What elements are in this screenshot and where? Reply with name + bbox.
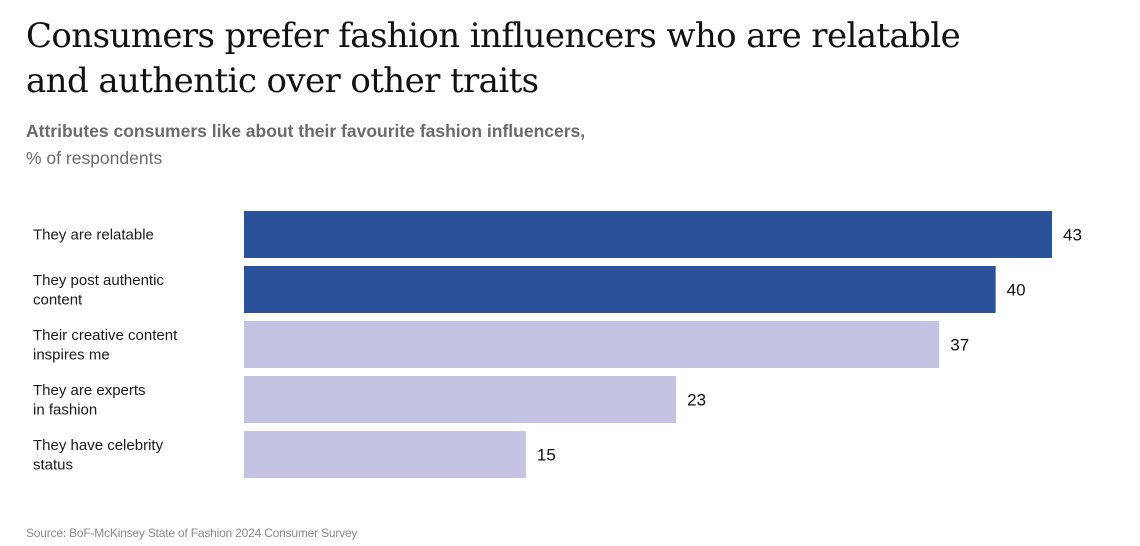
category-label-line: in fashion: [33, 401, 97, 418]
bar: [244, 266, 996, 313]
bar-value-label: 15: [537, 446, 556, 465]
category-label: They are relatable: [33, 227, 154, 244]
category-label: They post authentic content: [33, 272, 164, 309]
category-label-line: They have celebrity: [33, 437, 164, 454]
bar-value-label: 23: [687, 391, 706, 410]
chart-title: Consumers prefer fashion influencers who…: [26, 16, 961, 101]
bar-value-label: 37: [950, 336, 969, 355]
bar-value-label: 43: [1063, 226, 1082, 245]
bar: [244, 431, 526, 478]
category-label-line: They are experts: [33, 382, 146, 399]
subtitle-unit: % of respondents: [26, 148, 163, 168]
category-label-line: content: [33, 291, 83, 308]
category-label-line: inspires me: [33, 346, 110, 363]
subtitle-description: Attributes consumers like about their fa…: [26, 121, 586, 141]
category-label-line: Their creative content: [33, 327, 178, 344]
category-label-line: status: [33, 456, 73, 473]
bar: [244, 376, 677, 423]
bar: [244, 321, 940, 368]
bar-chart: They are relatable 43 They post authentic c…: [33, 211, 1082, 478]
category-label: They are experts in fashion: [33, 382, 146, 419]
chart-subtitle: Attributes consumers like about their fa…: [26, 118, 926, 172]
source-note: Source: BoF-McKinsey State of Fashion 20…: [26, 526, 358, 540]
category-label-line: They are relatable: [33, 227, 154, 244]
category-label: Their creative content inspires me: [33, 327, 178, 364]
bar-value-label: 40: [1007, 281, 1026, 300]
category-label-line: They post authentic: [33, 272, 164, 289]
bar: [244, 211, 1052, 258]
category-label: They have celebrity status: [33, 437, 164, 474]
